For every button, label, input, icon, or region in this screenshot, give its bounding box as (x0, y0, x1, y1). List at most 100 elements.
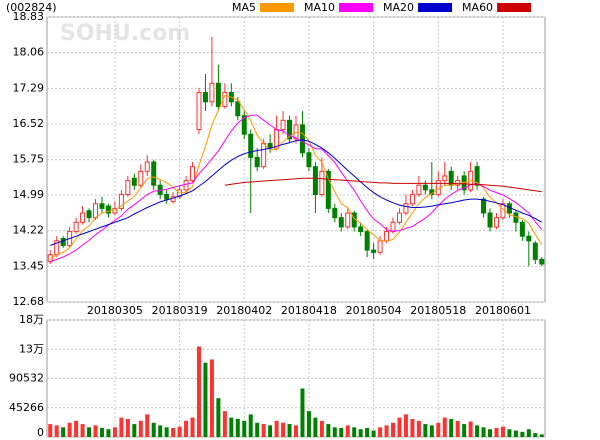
volume-bar (209, 359, 214, 437)
candle-body (312, 166, 318, 195)
candle-body (409, 193, 415, 205)
candle-body (358, 226, 364, 233)
volume-bar (507, 429, 512, 437)
volume-bar (74, 420, 79, 437)
volume-bar (119, 417, 124, 437)
candle-body (526, 235, 532, 242)
ma-line (50, 114, 543, 263)
legend-swatch (339, 3, 374, 12)
volume-bar (145, 414, 150, 437)
candle-body (118, 193, 124, 209)
volume-bar (526, 429, 531, 437)
y-tick-label: 13.45 (13, 259, 45, 272)
volume-bar (87, 427, 92, 437)
candle-body (371, 249, 377, 253)
candle-body (202, 92, 208, 103)
legend-swatch (497, 3, 532, 12)
volume-bar (378, 427, 383, 437)
volume-bar (481, 427, 486, 437)
volume-bar (371, 430, 376, 437)
volume-bar (229, 417, 234, 437)
candle-body (539, 258, 545, 265)
y-tick-label: 15.75 (13, 153, 45, 166)
volume-bar (190, 417, 195, 437)
candle-body (241, 115, 247, 135)
volume-bar (436, 422, 441, 437)
candle-body (274, 129, 280, 149)
candle-body (138, 170, 144, 186)
y-tick-label: 12.68 (13, 295, 45, 308)
volume-bar (533, 433, 538, 437)
ma-line (49, 94, 543, 260)
candle-body (73, 221, 79, 233)
candle-body (390, 221, 396, 233)
candle-body (377, 240, 383, 253)
volume-bar (48, 424, 53, 437)
candle-body (261, 143, 267, 168)
volume-bar (319, 420, 324, 437)
volume-bar (313, 417, 318, 437)
candle-body (442, 175, 448, 182)
volume-bar (248, 414, 253, 437)
candle-body (364, 231, 370, 251)
candle-body (532, 242, 538, 260)
y-tick-label: 13万 (19, 342, 44, 355)
candle-body (215, 82, 221, 107)
candle-body (99, 203, 105, 209)
volume-bar (235, 418, 240, 437)
volume-bar (158, 425, 163, 437)
y-tick-label: 18.83 (13, 10, 45, 23)
volume-bar (281, 422, 286, 437)
y-tick-label: 18万 (19, 313, 44, 326)
volume-bar (455, 420, 460, 437)
legend-label: MA60 (462, 1, 493, 14)
candle-body (487, 212, 493, 228)
volume-bar (177, 426, 182, 437)
candle-body (338, 217, 344, 228)
y-tick-label: 0 (37, 426, 44, 439)
x-tick-label: 20180518 (410, 304, 466, 317)
volume-bar (67, 422, 72, 437)
volume-bar (300, 388, 305, 437)
candle-body (183, 180, 189, 191)
x-tick-label: 20180402 (216, 304, 272, 317)
candle-body (86, 210, 92, 219)
volume-bar (345, 425, 350, 437)
ma-line (224, 177, 542, 193)
candle-body (299, 124, 305, 154)
volume-bar (475, 425, 480, 437)
candle-body (131, 177, 137, 186)
volume-bar (358, 429, 363, 437)
y-tick-label: 17.29 (13, 81, 45, 94)
volume-bar (216, 398, 221, 437)
candle-body (306, 152, 312, 168)
volume-bar (294, 425, 298, 437)
volume-bar (196, 346, 201, 437)
volume-bar (106, 429, 111, 437)
volume-bar (184, 420, 189, 437)
volume-bar (339, 427, 344, 437)
ma-line (50, 139, 543, 246)
candle-body (93, 203, 99, 219)
volume-bar (222, 411, 227, 437)
volume-bar (203, 362, 208, 437)
volume-bar (112, 427, 117, 437)
legend-label: MA10 (304, 1, 335, 14)
volume-bar (164, 427, 169, 437)
candle-body (332, 207, 338, 219)
legend-swatch (418, 3, 453, 12)
volume-bar (500, 426, 505, 437)
candle-body (416, 184, 422, 195)
candle-body (474, 166, 480, 186)
candle-body (164, 193, 170, 200)
candle-body (325, 170, 331, 209)
volume-bar (416, 420, 421, 437)
candle-body (384, 231, 390, 242)
candle-body (190, 166, 196, 182)
candle-body (519, 221, 525, 237)
candle-body (125, 180, 131, 195)
volume-bar (138, 420, 143, 437)
candle-body (287, 119, 293, 140)
candle-body (235, 101, 241, 117)
